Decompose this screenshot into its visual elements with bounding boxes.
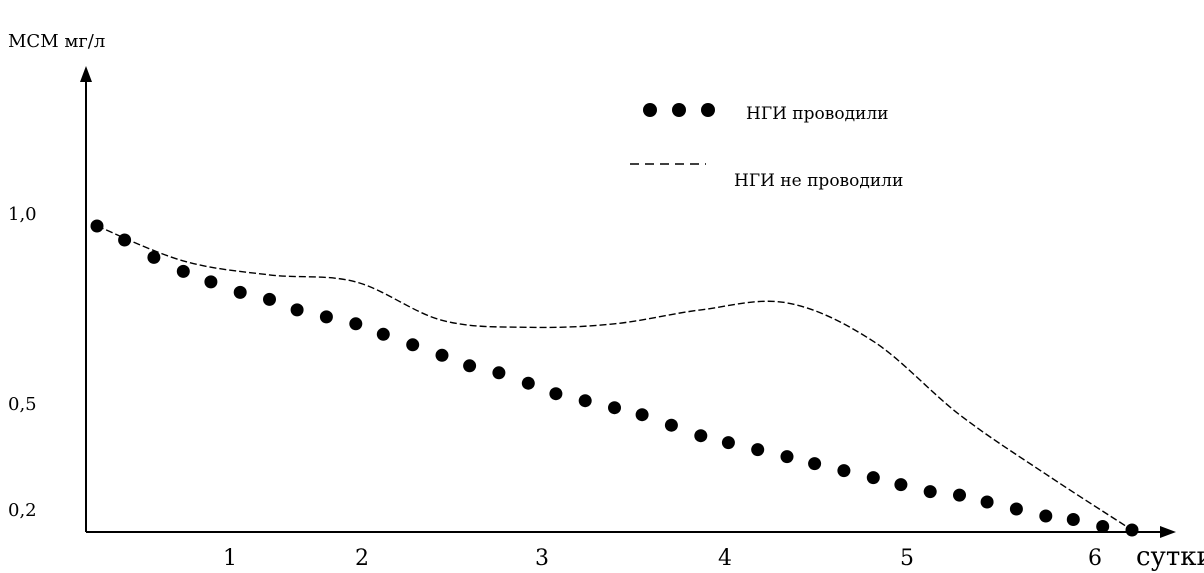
data-point-ngi-performed <box>751 443 765 457</box>
y-tick-labels: 1,0 0,5 0,2 <box>8 204 37 521</box>
x-tick-label: 3 <box>535 546 549 571</box>
data-point-ngi-performed <box>492 366 506 380</box>
y-tick-label: 0,5 <box>8 394 37 415</box>
data-point-ngi-performed <box>980 495 994 509</box>
data-point-ngi-performed <box>608 401 621 415</box>
data-point-ngi-performed <box>549 387 563 401</box>
data-point-ngi-performed <box>204 275 218 289</box>
data-point-ngi-performed <box>463 359 477 373</box>
data-point-ngi-performed <box>521 376 535 390</box>
data-point-ngi-performed <box>1066 513 1080 526</box>
data-point-ngi-performed <box>118 233 132 247</box>
data-point-ngi-performed <box>953 488 966 502</box>
data-point-ngi-performed <box>664 418 678 432</box>
legend-dot-marker <box>672 103 686 117</box>
data-point-ngi-performed <box>1125 523 1139 537</box>
data-point-ngi-performed <box>837 464 851 478</box>
x-tick-label: 6 <box>1088 546 1102 571</box>
data-point-ngi-performed <box>1009 502 1023 516</box>
y-axis-arrow-icon <box>80 66 92 82</box>
x-axis-arrow-icon <box>1160 526 1176 538</box>
data-point-ngi-performed <box>866 471 880 485</box>
x-axis-label: сутки <box>1136 542 1204 572</box>
y-axis-label: МСМ мг/л <box>8 31 105 52</box>
legend-dot-marker <box>701 103 715 117</box>
series-line-ngi-not-performed <box>96 225 1133 531</box>
x-tick-label: 5 <box>900 546 914 571</box>
x-tick-labels: 1 2 3 4 5 6 <box>223 546 1102 571</box>
legend-label-dashed: НГИ не проводили <box>734 171 903 191</box>
data-point-ngi-performed <box>376 327 390 341</box>
data-point-ngi-performed <box>406 338 420 352</box>
x-tick-label: 1 <box>223 546 237 571</box>
data-point-ngi-performed <box>894 478 908 492</box>
data-point-ngi-performed <box>233 285 247 299</box>
data-point-ngi-performed <box>923 485 937 499</box>
x-tick-label: 4 <box>718 546 732 571</box>
legend-dot-marker <box>643 103 657 117</box>
data-point-ngi-performed <box>1096 520 1110 533</box>
data-point-ngi-performed <box>1039 509 1053 523</box>
legend: НГИ проводили НГИ не проводили <box>630 103 903 191</box>
axes <box>80 66 1176 538</box>
data-point-ngi-performed <box>635 408 649 422</box>
data-point-ngi-performed <box>176 264 190 278</box>
data-point-ngi-performed <box>349 317 363 331</box>
data-point-ngi-performed <box>319 310 333 324</box>
data-point-ngi-performed <box>90 219 104 233</box>
data-point-ngi-performed <box>290 303 304 317</box>
y-tick-label: 0,2 <box>8 500 37 521</box>
data-point-ngi-performed <box>147 250 161 264</box>
legend-label-dotted: НГИ проводили <box>746 104 889 124</box>
x-tick-label: 2 <box>355 546 369 571</box>
data-point-ngi-performed <box>721 436 735 450</box>
data-point-ngi-performed <box>694 429 708 443</box>
y-tick-label: 1,0 <box>8 204 37 225</box>
series-layer <box>90 219 1139 537</box>
data-point-ngi-performed <box>263 292 276 306</box>
data-point-ngi-performed <box>435 348 449 362</box>
data-point-ngi-performed <box>578 394 592 408</box>
data-point-ngi-performed <box>780 450 794 464</box>
data-point-ngi-performed <box>808 457 822 471</box>
